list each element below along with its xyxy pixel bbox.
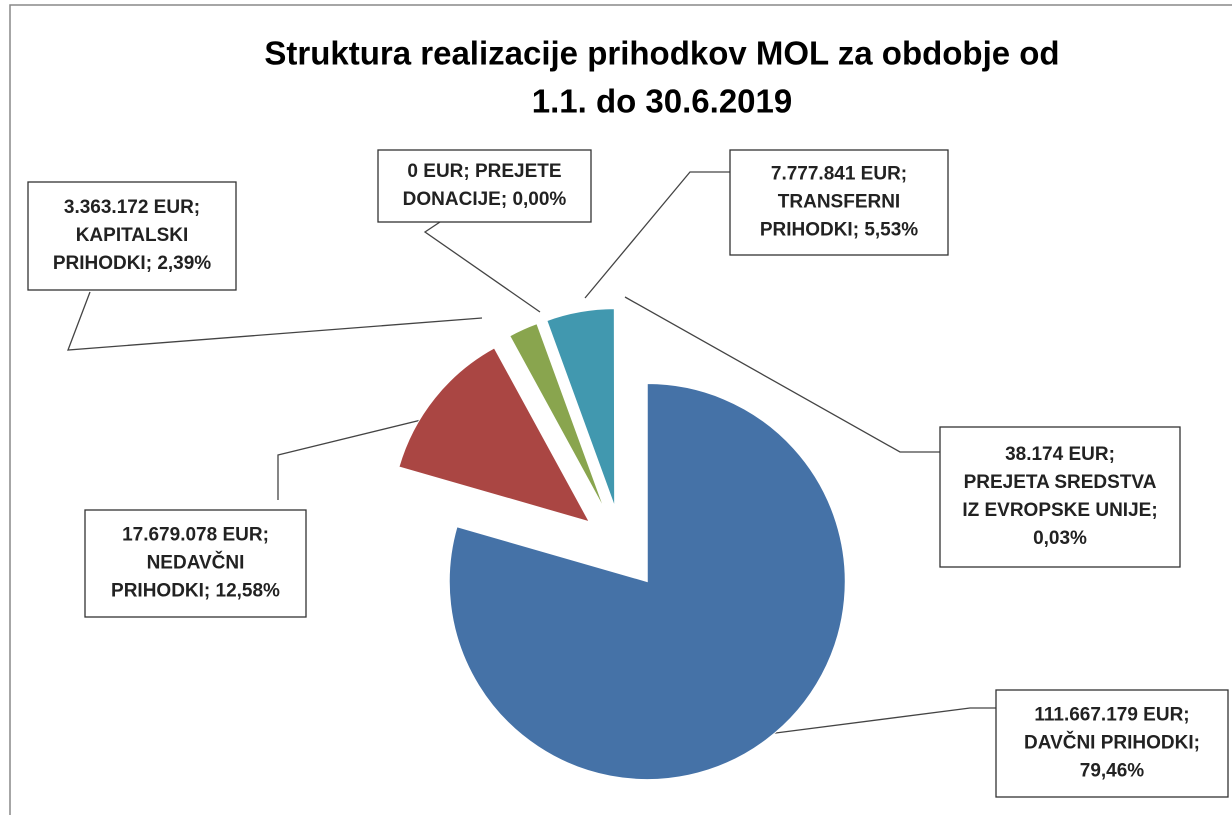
leader-line: [759, 707, 996, 736]
data-label: 0,03%: [1033, 528, 1087, 549]
data-label: 38.174 EUR;: [1005, 444, 1115, 465]
pie-slice: [509, 323, 606, 510]
data-label: 111.667.179 EUR;: [1034, 705, 1189, 726]
data-label: 0 EUR; PREJETE: [407, 161, 561, 182]
chart-title: Struktura realizacije prihodkov MOL za o…: [264, 35, 1059, 72]
leader-line: [277, 409, 463, 500]
leader-line: [624, 296, 940, 453]
data-label: 17.679.078 EUR;: [122, 525, 269, 546]
data-label: 79,46%: [1080, 761, 1145, 782]
data-label: PREJETA SREDSTVA: [964, 472, 1157, 493]
leader-line: [584, 171, 730, 299]
chart-title: 1.1. do 30.6.2019: [532, 83, 793, 120]
data-label: PRIHODKI; 5,53%: [760, 220, 918, 241]
pie-slice: [539, 322, 609, 509]
data-label: DONACIJE; 0,00%: [403, 189, 567, 210]
leader-line: [67, 291, 483, 351]
pie-slice: [398, 347, 591, 523]
label-box: [84, 509, 307, 618]
leader-lines: [67, 171, 996, 736]
leader-line: [423, 221, 541, 313]
data-label: PRIHODKI; 12,58%: [111, 581, 280, 602]
pie-slice: [546, 308, 616, 507]
data-label: TRANSFERNI: [778, 192, 900, 213]
data-label: DAVČNI PRIHODKI;: [1024, 732, 1200, 754]
label-box: [27, 181, 237, 291]
label-box: [377, 149, 592, 223]
label-box: [995, 689, 1229, 798]
label-box: [939, 426, 1181, 568]
data-label: 7.777.841 EUR;: [771, 164, 907, 185]
data-label: PRIHODKI; 2,39%: [53, 253, 211, 274]
data-label: KAPITALSKI: [76, 225, 189, 246]
pie-slice: [448, 383, 846, 780]
label-box: [729, 149, 949, 256]
data-label: NEDAVČNI: [147, 552, 245, 574]
data-label: 3.363.172 EUR;: [64, 197, 200, 218]
data-label: IZ EVROPSKE UNIJE;: [962, 500, 1157, 521]
